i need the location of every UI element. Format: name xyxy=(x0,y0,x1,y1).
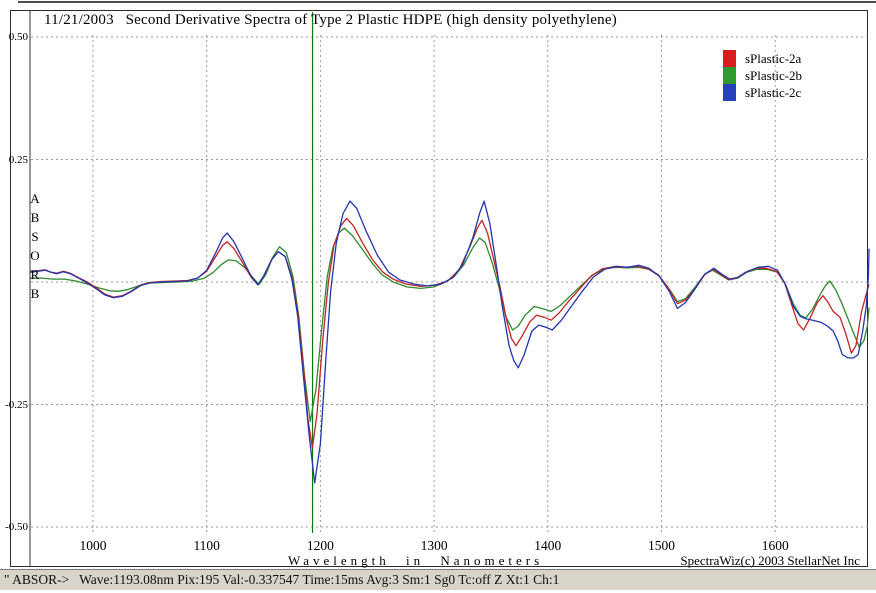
status-bar: " ABSOR-> Wave:1193.08nm Pix:195 Val:-0.… xyxy=(0,569,876,590)
legend-item: sPlastic-2c xyxy=(723,84,802,101)
spectrum-curve-sPlastic-2b xyxy=(30,227,870,423)
legend-label: sPlastic-2b xyxy=(745,67,803,83)
legend-label: sPlastic-2c xyxy=(745,84,802,100)
x-tick-label: 1500 xyxy=(648,538,675,553)
y-axis-title-letter: B xyxy=(30,286,40,301)
spectrum-curve-sPlastic-2c xyxy=(30,200,870,484)
spectrum-curve-sPlastic-2a xyxy=(30,217,870,449)
legend-swatch-green xyxy=(723,67,736,84)
x-tick-label: 1000 xyxy=(79,538,107,553)
legend-label: sPlastic-2a xyxy=(745,50,802,66)
y-axis-title-letter: O xyxy=(30,248,40,263)
legend-item: sPlastic-2a xyxy=(723,50,802,67)
y-axis-title-letter: S xyxy=(31,229,39,244)
x-tick-label: 1400 xyxy=(534,538,562,553)
chart-window xyxy=(10,10,868,567)
chart-title: 11/21/2003 Second Derivative Spectra of … xyxy=(44,12,617,28)
y-axis-title-letter: B xyxy=(30,210,40,225)
legend: sPlastic-2a sPlastic-2b sPlastic-2c xyxy=(723,50,802,101)
legend-swatch-blue xyxy=(723,84,736,101)
y-tick-label: 0.25 xyxy=(8,153,28,166)
x-tick-label: 1300 xyxy=(420,538,448,553)
y-tick-label: -0.50 xyxy=(5,521,28,533)
y-tick-label: 0.50 xyxy=(8,31,28,43)
legend-swatch-red xyxy=(723,50,736,67)
brand-text: SpectraWiz(c) 2003 StellarNet Inc xyxy=(680,553,860,568)
x-tick-label: 1600 xyxy=(761,538,789,553)
x-tick-label: 1100 xyxy=(193,538,220,553)
legend-item: sPlastic-2b xyxy=(723,67,802,84)
y-axis-title-letter: R xyxy=(30,267,40,282)
y-axis-title-letter: A xyxy=(30,191,40,206)
top-edge-line xyxy=(18,1,876,3)
y-tick-label: -0.25 xyxy=(5,398,28,411)
x-tick-label: 1200 xyxy=(306,538,334,553)
x-axis-title: Wavelength in Nanometers xyxy=(288,553,544,568)
status-readout: " ABSOR-> Wave:1193.08nm Pix:195 Val:-0.… xyxy=(4,572,560,587)
